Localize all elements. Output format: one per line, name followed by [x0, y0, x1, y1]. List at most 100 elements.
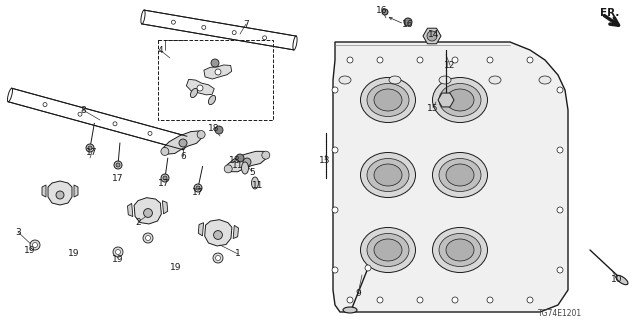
Circle shape: [236, 154, 244, 162]
Text: 17: 17: [192, 188, 204, 196]
Ellipse shape: [360, 77, 415, 123]
Circle shape: [115, 250, 120, 254]
Ellipse shape: [433, 77, 488, 123]
Circle shape: [113, 122, 117, 126]
Circle shape: [216, 255, 221, 260]
Text: FR.: FR.: [600, 8, 620, 18]
Circle shape: [332, 267, 338, 273]
Bar: [158, 40, 273, 120]
Ellipse shape: [367, 234, 409, 267]
Text: 3: 3: [15, 228, 21, 236]
Circle shape: [452, 57, 458, 63]
Ellipse shape: [367, 84, 409, 116]
Circle shape: [172, 20, 175, 24]
Text: 6: 6: [180, 151, 186, 161]
Polygon shape: [333, 42, 568, 312]
Text: 11: 11: [232, 161, 244, 170]
Circle shape: [417, 297, 423, 303]
Ellipse shape: [446, 89, 474, 111]
Circle shape: [243, 158, 251, 166]
Polygon shape: [134, 198, 161, 224]
Ellipse shape: [374, 164, 402, 186]
Text: 7: 7: [243, 20, 249, 28]
Ellipse shape: [252, 177, 259, 189]
Circle shape: [78, 112, 82, 116]
Circle shape: [347, 57, 353, 63]
Text: 2: 2: [135, 218, 141, 227]
Ellipse shape: [343, 307, 357, 313]
Text: 8: 8: [80, 106, 86, 115]
Text: 17: 17: [158, 179, 170, 188]
Circle shape: [56, 191, 64, 199]
Circle shape: [557, 267, 563, 273]
Ellipse shape: [8, 88, 13, 102]
Circle shape: [365, 265, 371, 271]
Ellipse shape: [209, 95, 216, 105]
Ellipse shape: [360, 153, 415, 197]
Text: 10: 10: [611, 276, 623, 284]
Polygon shape: [127, 204, 133, 217]
Text: 19: 19: [68, 250, 80, 259]
Circle shape: [161, 174, 169, 182]
Ellipse shape: [446, 164, 474, 186]
Ellipse shape: [360, 228, 415, 273]
Ellipse shape: [190, 88, 198, 98]
Text: 13: 13: [319, 156, 331, 164]
Circle shape: [215, 69, 221, 75]
Polygon shape: [227, 151, 267, 172]
Circle shape: [377, 57, 383, 63]
Circle shape: [179, 139, 187, 147]
Text: 16: 16: [376, 5, 388, 14]
Text: 4: 4: [157, 45, 163, 54]
Ellipse shape: [489, 76, 501, 84]
Polygon shape: [233, 225, 239, 238]
Ellipse shape: [389, 76, 401, 84]
Circle shape: [332, 207, 338, 213]
Text: 1: 1: [235, 250, 241, 259]
Text: 9: 9: [355, 290, 361, 299]
Text: 19: 19: [170, 263, 182, 273]
Circle shape: [557, 87, 563, 93]
Ellipse shape: [446, 239, 474, 261]
Circle shape: [145, 236, 150, 241]
Circle shape: [377, 297, 383, 303]
Text: 17: 17: [86, 148, 98, 156]
Circle shape: [148, 132, 152, 135]
Circle shape: [487, 57, 493, 63]
Circle shape: [211, 59, 219, 67]
Circle shape: [163, 176, 167, 180]
Circle shape: [143, 233, 153, 243]
Text: 18: 18: [208, 124, 220, 132]
Circle shape: [194, 184, 202, 192]
Polygon shape: [205, 220, 232, 246]
Ellipse shape: [439, 76, 451, 84]
Ellipse shape: [182, 136, 188, 150]
Circle shape: [197, 85, 203, 91]
Polygon shape: [423, 28, 441, 44]
Ellipse shape: [141, 10, 145, 24]
Circle shape: [43, 103, 47, 107]
Ellipse shape: [539, 76, 551, 84]
Polygon shape: [42, 185, 46, 197]
Text: 12: 12: [444, 60, 456, 69]
Text: TG74E1201: TG74E1201: [538, 309, 582, 318]
Ellipse shape: [439, 158, 481, 191]
Text: 18: 18: [229, 156, 241, 164]
Circle shape: [215, 126, 223, 134]
Ellipse shape: [374, 239, 402, 261]
Circle shape: [214, 231, 223, 239]
Ellipse shape: [293, 36, 297, 50]
Circle shape: [262, 151, 270, 159]
Circle shape: [197, 131, 205, 139]
Circle shape: [202, 25, 206, 29]
Circle shape: [557, 147, 563, 153]
Polygon shape: [438, 93, 454, 107]
Circle shape: [161, 148, 169, 156]
Circle shape: [86, 144, 94, 152]
Circle shape: [452, 297, 458, 303]
Polygon shape: [186, 79, 214, 95]
Text: 15: 15: [428, 103, 439, 113]
Circle shape: [347, 297, 353, 303]
Circle shape: [427, 31, 437, 41]
Circle shape: [224, 165, 232, 173]
